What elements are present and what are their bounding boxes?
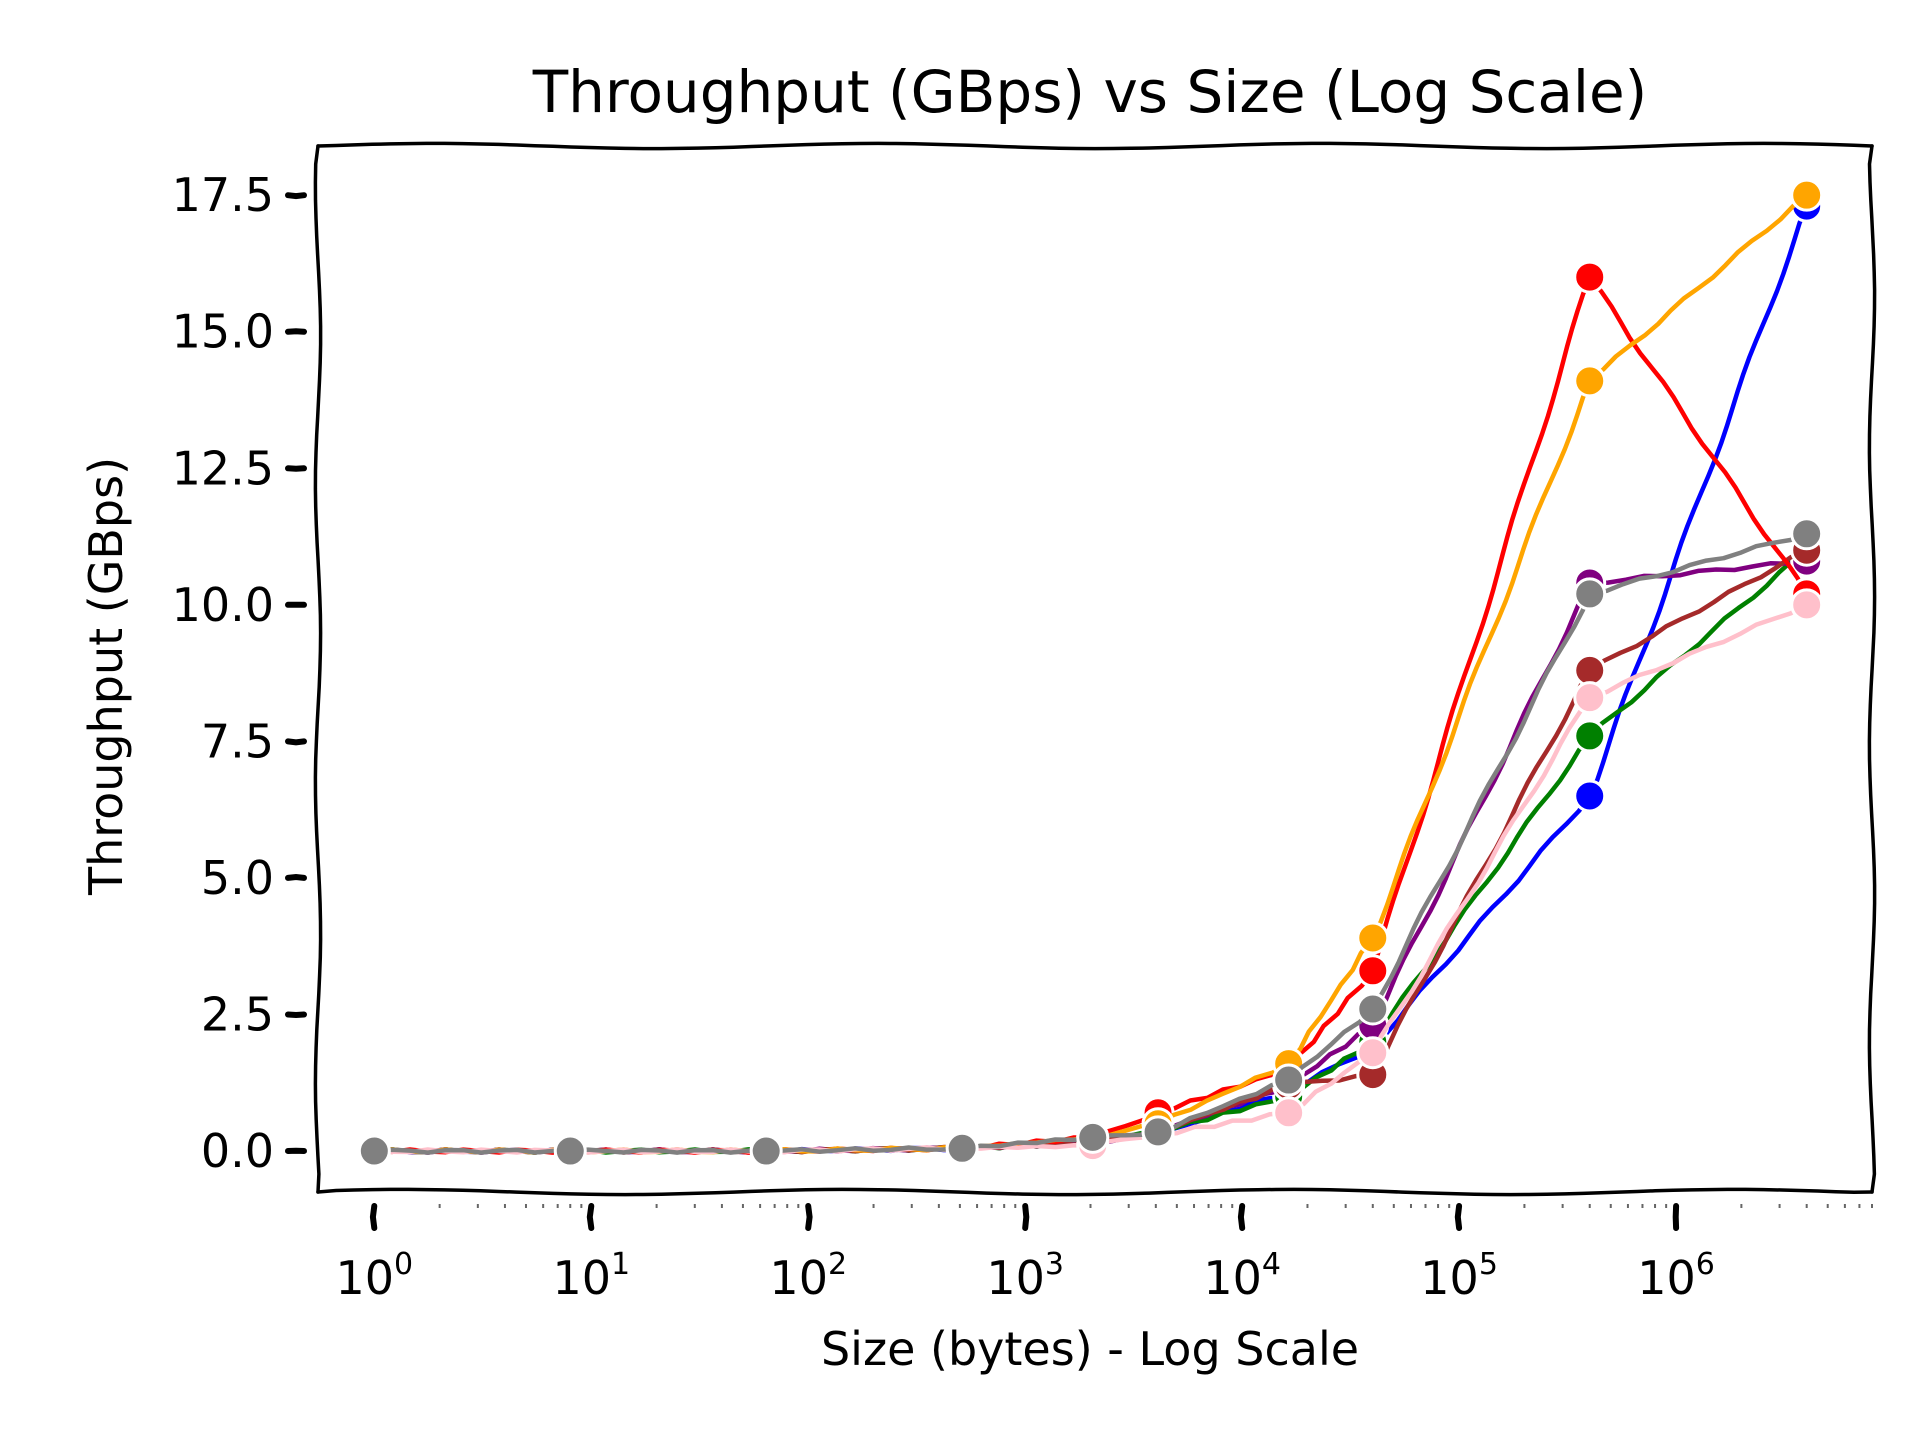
frame-top (316, 141, 1874, 151)
data-point (1790, 588, 1824, 622)
data-point (1573, 719, 1607, 753)
x-tick-mark (586, 1203, 595, 1231)
y-axis-label: Throughput (GBps) (79, 457, 133, 896)
x-axis-ticks: 100 101 102 103 104 105 106 (336, 1203, 1873, 1305)
data-point (1356, 1036, 1390, 1070)
data-point (1356, 954, 1390, 988)
data-point (749, 1134, 783, 1168)
y-tick-label: 5.0 (201, 851, 274, 905)
y-tick-mark (285, 873, 307, 881)
y-tick-mark (285, 1011, 307, 1019)
x-tick-label: 101 (552, 1247, 630, 1305)
frame-left (313, 144, 323, 1194)
data-point (1356, 992, 1390, 1026)
y-tick-mark (285, 738, 307, 746)
y-tick-mark (285, 328, 307, 335)
x-tick-label: 103 (986, 1247, 1064, 1305)
data-point (1790, 517, 1824, 551)
data-point (1573, 779, 1607, 813)
y-tick-label: 15.0 (172, 305, 274, 359)
data-point (1573, 577, 1607, 611)
data-point (945, 1131, 979, 1165)
x-tick-label: 105 (1420, 1247, 1498, 1305)
data-point (1272, 1096, 1306, 1130)
y-tick-label: 0.0 (201, 1124, 274, 1178)
data-point (1573, 653, 1607, 687)
data-point (1573, 681, 1607, 715)
data-point (357, 1134, 391, 1168)
y-tick-label: 7.5 (201, 714, 274, 768)
y-axis-ticks: 0.0 2.5 5.0 7.5 10.0 12.5 15.0 17.5 (172, 168, 307, 1178)
x-tick-mark (805, 1203, 813, 1231)
data-point (1573, 364, 1607, 398)
frame-right (1867, 144, 1877, 1194)
x-tick-label: 106 (1637, 1247, 1715, 1305)
data-point (1272, 1063, 1306, 1097)
x-tick-mark (1022, 1203, 1030, 1231)
y-tick-mark (285, 192, 307, 200)
x-tick-label: 100 (336, 1247, 414, 1305)
data-point (553, 1134, 587, 1168)
y-tick-label: 2.5 (201, 987, 274, 1041)
chart-title: Throughput (GBps) vs Size (Log Scale) (532, 58, 1648, 126)
y-tick-label: 12.5 (172, 441, 274, 495)
x-tick-mark (1454, 1203, 1463, 1231)
data-point (1076, 1120, 1110, 1154)
x-tick-label: 104 (1203, 1247, 1281, 1305)
y-tick-label: 10.0 (172, 578, 274, 632)
x-tick-mark (1237, 1203, 1246, 1231)
data-point (1356, 921, 1390, 955)
series-layer (357, 178, 1824, 1168)
data-point (1573, 260, 1607, 294)
x-axis-label: Size (bytes) - Log Scale (821, 1322, 1359, 1376)
x-tick-label: 102 (769, 1247, 847, 1305)
y-tick-label: 17.5 (172, 168, 274, 222)
plot-frame (313, 141, 1877, 1197)
series-line (372, 531, 1809, 1155)
series-group (357, 517, 1824, 1168)
data-point (1141, 1115, 1175, 1149)
data-point (1790, 178, 1824, 212)
frame-bottom (316, 1187, 1874, 1197)
x-tick-mark (369, 1203, 378, 1231)
